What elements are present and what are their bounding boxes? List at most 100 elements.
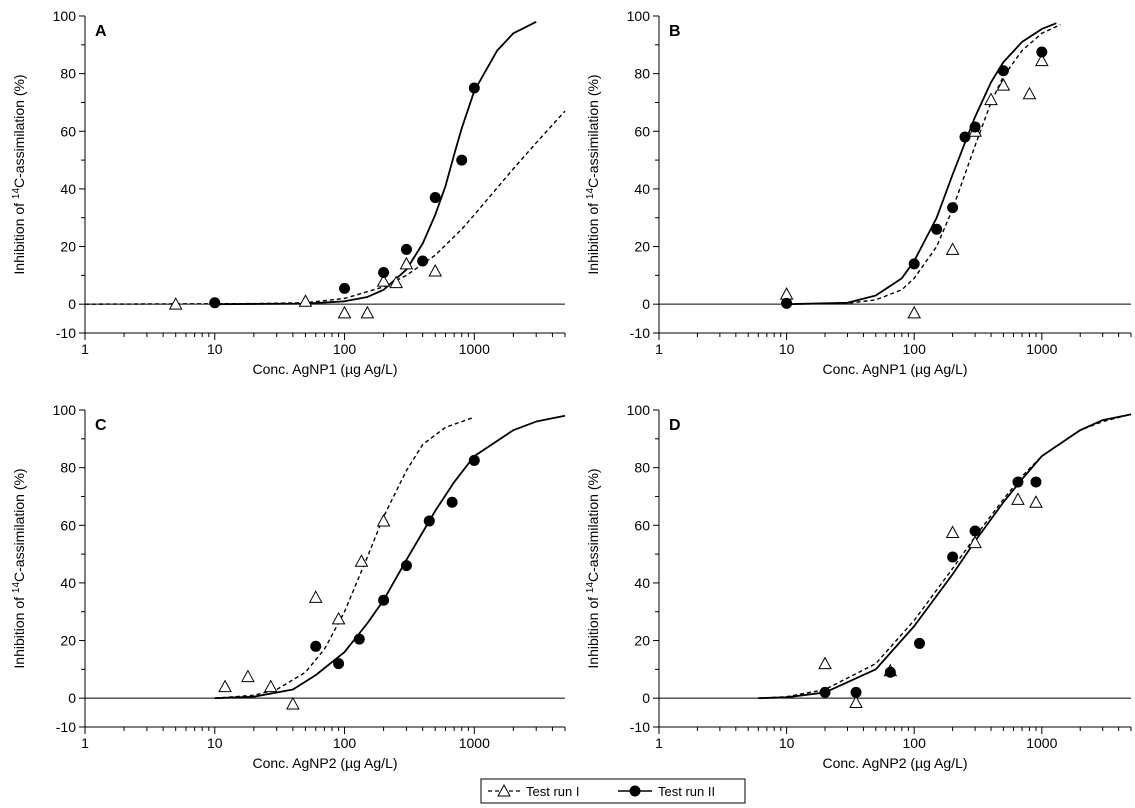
y-axis-title-part: C-assimilation (%) <box>585 74 601 188</box>
y-axis-title-superscript: 14 <box>11 188 22 200</box>
y-axis-title-a: Inhibition of 14C-assimilation (%) <box>11 74 28 274</box>
panel-c: -10 0 20 40 60 80 100 1 10 100 1000 Conc. AgNP2 (µg… <box>11 402 566 771</box>
y-tick-label-d: -10 <box>630 719 650 735</box>
panel-letter-d: D <box>669 417 681 434</box>
y-tick-label-b: 60 <box>634 123 650 139</box>
y-tick-label-a: 0 <box>68 296 76 312</box>
data-point-test-run-i-c <box>218 679 232 693</box>
y-tick-label-a: -10 <box>56 325 76 341</box>
x-axis-title-a: Conc. AgNP1 (µg Ag/L) <box>252 361 397 377</box>
data-point-test-run-ii-a <box>468 82 480 94</box>
data-point-test-run-i-d <box>1011 492 1025 505</box>
fit-curve-test-run-i-d <box>758 413 1132 699</box>
data-point-test-run-ii-a <box>378 266 390 278</box>
fit-curve-test-run-ii-b <box>786 22 1057 306</box>
x-tick-label-c: 100 <box>333 735 357 751</box>
panel-d: -10 0 20 40 60 80 100 1 10 100 1000 Conc. AgNP2 (µg… <box>585 402 1132 771</box>
panel-a: -10 0 20 40 60 80 100 1 10 100 1000 Conc. AgNP1 (µg… <box>11 8 566 377</box>
data-point-test-run-i-d <box>968 535 982 549</box>
data-point-test-run-i-a <box>376 274 391 287</box>
x-tick-label-b: 100 <box>903 341 927 357</box>
y-axis-title-part: Inhibition of <box>11 593 27 669</box>
data-point-test-run-i-a <box>428 263 443 277</box>
y-tick-label-a: 80 <box>60 66 76 82</box>
y-axis-title-part: Inhibition of <box>11 199 27 275</box>
data-point-test-run-i-a <box>168 297 183 310</box>
data-point-test-run-ii-d <box>884 666 896 678</box>
fit-curve-test-run-ii-d <box>758 413 1132 700</box>
data-point-test-run-ii-d <box>1030 476 1042 488</box>
y-axis-title-b: Inhibition of 14C-assimilation (%) <box>585 74 602 274</box>
x-axis-title-c: Conc. AgNP2 (µg Ag/L) <box>252 755 397 771</box>
x-tick-label-d: 1 <box>655 735 663 751</box>
x-tick-label-d: 100 <box>903 735 927 751</box>
data-point-test-run-ii-a <box>339 282 351 294</box>
y-axis-title-superscript: 14 <box>11 582 22 594</box>
y-axis-title-part: Inhibition of <box>585 199 601 275</box>
data-point-test-run-i-b <box>779 287 794 300</box>
data-point-test-run-i-c <box>376 513 391 527</box>
data-point-test-run-i-b <box>996 78 1011 91</box>
data-point-test-run-ii-c <box>423 515 435 527</box>
fit-curve-test-run-i-b <box>786 24 1061 305</box>
y-tick-label-a: 40 <box>60 181 76 197</box>
data-point-test-run-i-a <box>298 294 313 307</box>
data-point-test-run-i-d <box>945 525 960 538</box>
legend-marker-test-run-i <box>497 783 511 797</box>
legend: Test run I Test run II <box>480 778 746 804</box>
data-point-test-run-ii-c <box>378 594 390 606</box>
y-tick-label-b: 0 <box>642 296 650 312</box>
data-point-test-run-ii-b <box>781 297 793 309</box>
y-axis-title-part: C-assimilation (%) <box>11 468 27 582</box>
data-point-test-run-ii-d <box>1012 476 1024 488</box>
y-axis-title-superscript: 14 <box>585 188 596 200</box>
data-point-test-run-i-b <box>984 92 998 106</box>
legend-box <box>480 778 746 804</box>
data-point-test-run-i-d <box>818 656 832 670</box>
panel-letter-a: A <box>95 23 107 40</box>
y-tick-label-b: 20 <box>634 239 650 255</box>
y-axis-title-part: C-assimilation (%) <box>11 74 27 188</box>
y-tick-label-b: 100 <box>627 8 651 24</box>
y-tick-label-a: 60 <box>60 123 76 139</box>
data-point-test-run-ii-d <box>819 686 831 698</box>
data-point-test-run-ii-d <box>947 551 959 563</box>
y-tick-label-c: 80 <box>60 460 76 476</box>
y-tick-label-c: 100 <box>53 402 77 418</box>
data-point-test-run-ii-a <box>429 192 441 204</box>
x-tick-label-d: 10 <box>779 735 795 751</box>
legend-label-test-run-ii: Test run II <box>658 784 715 799</box>
x-tick-label-a: 1000 <box>459 341 490 357</box>
data-point-test-run-ii-c <box>310 640 322 652</box>
data-point-test-run-ii-d <box>850 686 862 698</box>
x-tick-label-a: 10 <box>207 341 223 357</box>
data-point-test-run-ii-a <box>400 243 412 255</box>
data-point-test-run-ii-b <box>908 258 920 270</box>
y-tick-label-d: 20 <box>634 633 650 649</box>
x-tick-label-c: 1 <box>81 735 89 751</box>
y-tick-label-c: -10 <box>56 719 76 735</box>
y-tick-label-b: -10 <box>630 325 650 341</box>
x-tick-label-c: 10 <box>207 735 223 751</box>
x-tick-label-b: 10 <box>779 341 795 357</box>
y-tick-label-b: 80 <box>634 66 650 82</box>
x-tick-label-b: 1000 <box>1026 341 1057 357</box>
y-tick-label-d: 40 <box>634 575 650 591</box>
fit-curve-test-run-i-a <box>84 110 566 305</box>
y-tick-label-d: 60 <box>634 517 650 533</box>
data-point-test-run-ii-a <box>417 255 429 267</box>
y-axis-title-part: Inhibition of <box>585 593 601 669</box>
panel-letter-c: C <box>95 417 107 434</box>
x-tick-label-c: 1000 <box>459 735 490 751</box>
data-point-test-run-ii-b <box>947 202 959 214</box>
data-point-test-run-ii-c <box>446 496 458 508</box>
y-axis-title-superscript: 14 <box>585 582 596 594</box>
data-point-test-run-i-c <box>308 590 323 603</box>
y-axis-title-d: Inhibition of 14C-assimilation (%) <box>585 468 602 668</box>
data-point-test-run-ii-b <box>959 131 971 143</box>
data-point-test-run-i-a <box>399 256 414 270</box>
x-tick-label-a: 100 <box>333 341 357 357</box>
panel-b: -10 0 20 40 60 80 100 1 10 100 1000 Conc. AgNP1 (µg… <box>585 8 1132 377</box>
data-point-test-run-i-d <box>849 695 863 709</box>
